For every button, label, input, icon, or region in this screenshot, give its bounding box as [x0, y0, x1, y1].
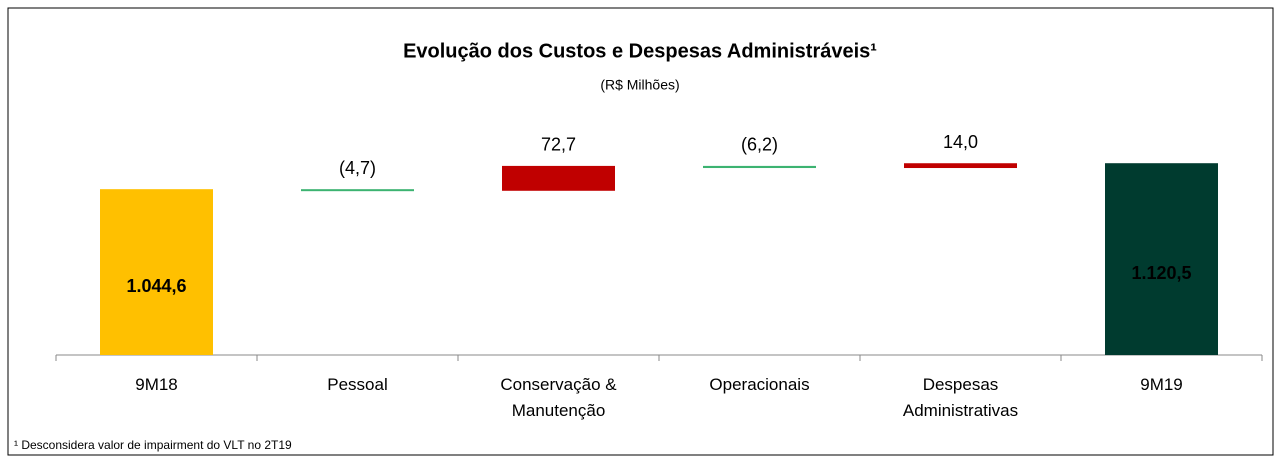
- chart-title: Evolução dos Custos e Despesas Administr…: [403, 40, 877, 62]
- x-tick-label: Despesas Administrativas: [902, 375, 1019, 420]
- bar: [703, 165, 816, 169]
- x-tick-label: 9M19: [1140, 375, 1183, 394]
- value-label: 1.120,5: [1131, 263, 1191, 283]
- chart-subtitle: (R$ Milhões): [600, 77, 679, 93]
- x-tick-label: 9M18: [135, 375, 178, 394]
- value-label: 14,0: [943, 132, 978, 152]
- bar: [301, 189, 414, 192]
- value-label: (6,2): [741, 135, 778, 155]
- value-label: (4,7): [339, 158, 376, 178]
- bar: [100, 189, 213, 355]
- x-tick-label: Operacionais: [709, 375, 810, 394]
- bar: [904, 163, 1017, 169]
- value-label: 72,7: [541, 135, 576, 155]
- footnote: ¹ Desconsidera valor de impairment do VL…: [14, 438, 292, 452]
- frame: [7, 7, 1274, 456]
- value-label: 1.044,6: [126, 276, 186, 296]
- x-tick-label: Conservação & Manutenção: [500, 375, 617, 420]
- x-tick-label: Pessoal: [327, 375, 388, 394]
- bar: [502, 165, 615, 191]
- bar: [1105, 163, 1218, 355]
